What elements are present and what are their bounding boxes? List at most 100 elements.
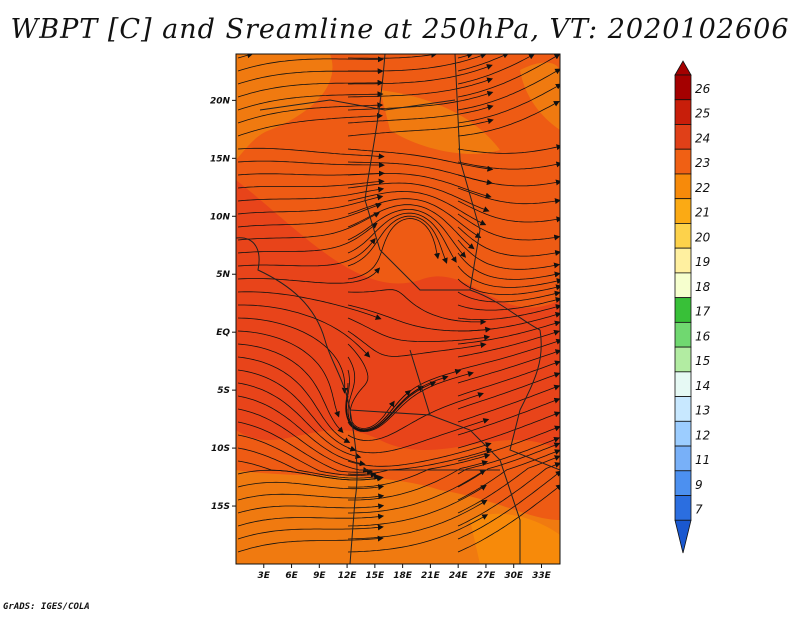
- colorbar-segment: [674, 173, 692, 200]
- map-frame: [235, 53, 561, 565]
- field-cool-patch-se: [470, 513, 560, 564]
- streamline: [237, 513, 385, 527]
- streamline: [347, 218, 440, 280]
- streamline: [347, 209, 467, 258]
- colorbar-segment: [674, 346, 692, 373]
- coastline-east: [509, 329, 560, 471]
- streamline: [238, 304, 371, 358]
- colorbar-segment: [674, 223, 692, 249]
- streamline: [237, 356, 351, 443]
- streamline: [348, 460, 489, 501]
- streamline: [457, 411, 560, 449]
- chart-title: WBPT [C] and Sreamline at 250hPa, VT: 20…: [10, 14, 790, 45]
- colorbar-bottom-arrow: [674, 519, 692, 554]
- streamline: [346, 375, 449, 432]
- colorbar-label: 16: [695, 329, 711, 343]
- colorbar-segment: [674, 297, 692, 323]
- field-warm-core: [236, 180, 560, 450]
- border-line-2: [259, 99, 456, 111]
- longitude-axis: 3E 6E 9E 12E 15E 18E 21E 24E 27E 30E 33E: [258, 564, 552, 581]
- streamline: [347, 212, 457, 263]
- streamline: [457, 213, 560, 241]
- streamline: [457, 425, 560, 462]
- streamline: [457, 297, 560, 311]
- streamline: [237, 408, 370, 473]
- streamline: [457, 462, 560, 527]
- streamline: [458, 311, 560, 332]
- lat-tick-label: 20N: [210, 96, 231, 106]
- streamline: [457, 252, 560, 280]
- streamline: [237, 222, 378, 254]
- border-line-6: [349, 409, 521, 564]
- colorbar-label: 7: [695, 503, 703, 517]
- streamline: [457, 449, 560, 501]
- streamline: [237, 112, 383, 137]
- streamline: [457, 83, 560, 124]
- colorbar-label: 18: [695, 280, 711, 294]
- streamline: [457, 265, 560, 288]
- streamline: [347, 190, 487, 226]
- streamline: [347, 77, 494, 98]
- lon-tick-label: 12E: [338, 571, 358, 581]
- lon-tick-label: 21E: [421, 571, 441, 581]
- streamline: [237, 178, 385, 189]
- streamline: [237, 203, 382, 228]
- streamline: [347, 499, 488, 540]
- streamline: [457, 397, 560, 436]
- streamline: [348, 54, 438, 59]
- streamline: [457, 144, 560, 154]
- lon-tick-label: 18E: [393, 571, 413, 581]
- streamline: [237, 481, 385, 491]
- colorbar-label: 19: [695, 255, 710, 269]
- border-line-7: [409, 349, 431, 416]
- colorbar-label: 17: [695, 305, 711, 319]
- lon-tick-label: 9E: [313, 571, 326, 581]
- border-line-1: [364, 54, 386, 251]
- colorbar-top-arrow: [674, 60, 692, 76]
- streamline: [457, 442, 560, 488]
- colorbar-label: 13: [695, 404, 710, 418]
- streamline: [347, 173, 492, 199]
- streamline: [457, 54, 535, 85]
- streamline: [457, 278, 560, 295]
- streamline: [237, 56, 384, 72]
- streamline: [457, 100, 560, 137]
- streamline: [347, 442, 492, 467]
- streamline: [457, 360, 560, 397]
- streamline: [348, 469, 486, 514]
- lat-tick-label: 15S: [211, 502, 230, 512]
- streamline: [347, 447, 493, 475]
- lon-tick-label: 3E: [258, 571, 271, 581]
- grads-credit: GrADS: IGES/COLA: [3, 602, 90, 612]
- colorbar-label: 11: [695, 453, 710, 467]
- colorbar-segment: [674, 124, 692, 150]
- streamline: [237, 493, 385, 501]
- streamline: [237, 524, 384, 540]
- streamline: [347, 289, 487, 325]
- colorbar-segment: [674, 371, 692, 397]
- streamline: [347, 118, 494, 137]
- streamline: [457, 349, 560, 384]
- streamline: [347, 317, 491, 342]
- streamline: [457, 384, 560, 423]
- colorbar-label: 23: [695, 156, 710, 170]
- streamline: [237, 343, 344, 434]
- streamline: [347, 182, 490, 212]
- country-borders: [236, 54, 560, 564]
- streamlines: [237, 54, 560, 553]
- colorbar-segment: [674, 495, 692, 521]
- lon-tick-label: 30E: [504, 571, 524, 581]
- streamline: [237, 382, 362, 459]
- colorbar-segment: [674, 272, 692, 299]
- colorbar-segment: [674, 445, 692, 472]
- lon-tick-label: 6E: [285, 571, 298, 581]
- streamline: [347, 392, 484, 441]
- streamline: [457, 54, 560, 98]
- streamline: [457, 239, 560, 270]
- streamline: [237, 330, 340, 418]
- lon-tick-label: 24E: [449, 571, 469, 581]
- streamline: [237, 369, 357, 452]
- streamline: [237, 237, 376, 267]
- colorbar-label: 22: [695, 181, 710, 195]
